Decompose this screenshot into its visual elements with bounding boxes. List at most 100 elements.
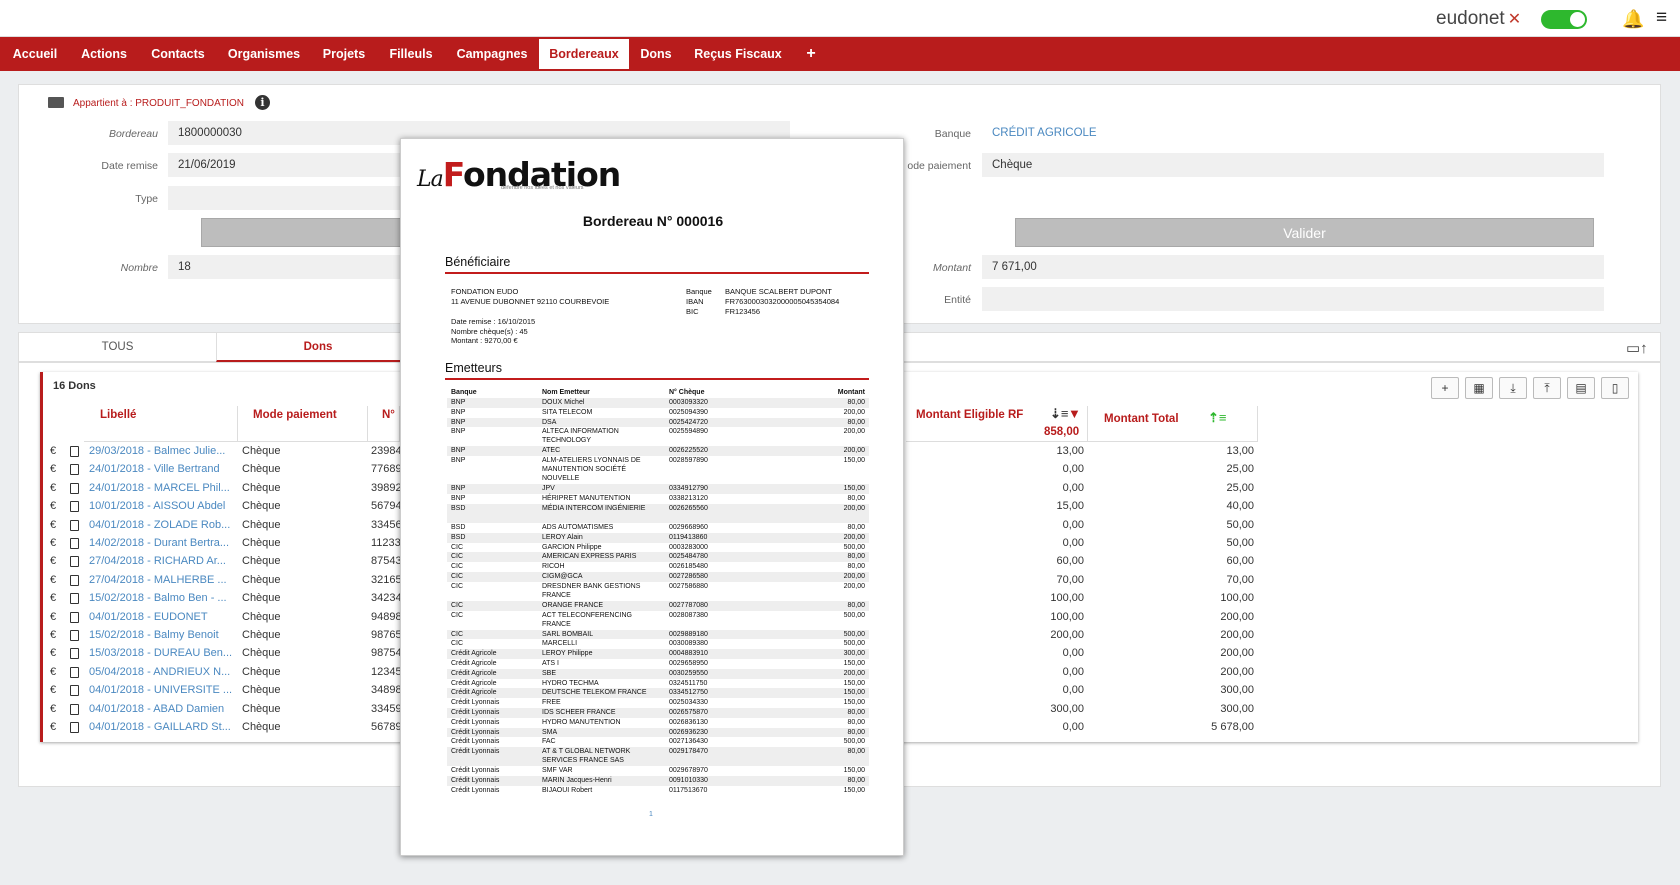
don-link[interactable]: 14/02/2018 - Durant Bertra... [89, 537, 230, 549]
col-libelle[interactable]: Libellé [84, 406, 238, 442]
numero-cell: 33459 [371, 702, 401, 715]
file-icon[interactable] [70, 519, 79, 531]
nav-campagnes[interactable]: Campagnes [456, 47, 528, 61]
table-row[interactable]: €04/01/2018 - UNIVERSITE ... Chèque 34898 0… [0, 682, 1680, 700]
don-link[interactable]: 29/03/2018 - Balmec Julie... [89, 445, 226, 457]
col-montant-eligible[interactable]: Montant Eligible RF [906, 406, 1088, 442]
nav-filleuls[interactable]: Filleuls [389, 47, 433, 61]
entite-field[interactable] [982, 287, 1604, 311]
info-icon[interactable]: i [255, 95, 270, 110]
valider-button[interactable]: Valider [1015, 218, 1594, 247]
filter-icon[interactable]: ▼ [1068, 406, 1081, 421]
don-link[interactable]: 04/01/2018 - UNIVERSITE ... [89, 684, 233, 697]
nav-add-button[interactable]: + [806, 45, 816, 62]
table-row[interactable]: €04/01/2018 - ZOLADE Rob... Chèque 33456 0,… [0, 517, 1680, 535]
menu-icon[interactable]: ≡ [1656, 7, 1668, 28]
don-link[interactable]: 05/04/2018 - ANDRIEUX N... [89, 665, 231, 678]
montant-field[interactable]: 7 671,00 [982, 255, 1604, 279]
add-icon[interactable]: + [1431, 377, 1459, 399]
export-icon[interactable]: ▤ [1567, 377, 1595, 399]
file-icon[interactable] [70, 538, 79, 549]
file-icon[interactable] [70, 666, 79, 678]
table-row[interactable]: €15/02/2018 - Balmy Benoit Chèque 98765 200… [0, 627, 1680, 645]
tab-dons[interactable]: Dons [216, 332, 420, 362]
col-mode-paiement[interactable]: Mode paiement [238, 406, 368, 442]
don-link[interactable]: 15/02/2018 - Balmo Ben - ... [89, 592, 227, 605]
file-icon[interactable] [70, 501, 79, 513]
sort-icon[interactable]: ⇣≡ [1050, 406, 1069, 421]
euro-icon: € [50, 684, 57, 697]
nombre-field[interactable]: 18 [168, 255, 408, 279]
table-row[interactable]: €04/01/2018 - ABAD Damien Chèque 33459 300,… [0, 701, 1680, 719]
document-icon[interactable]: ▯ [1601, 377, 1629, 399]
don-link[interactable]: 04/01/2018 - ZOLADE Rob... [89, 518, 231, 531]
date-remise-field[interactable]: 21/06/2019 [168, 153, 408, 177]
don-link[interactable]: 04/01/2018 - EUDONET [89, 610, 208, 623]
nav-actions[interactable]: Actions [81, 47, 127, 61]
col-numero[interactable]: N° [368, 406, 400, 442]
nav-contacts[interactable]: Contacts [151, 47, 205, 61]
euro-icon: € [50, 721, 57, 733]
upload-icon[interactable]: ⤒ [1533, 377, 1561, 399]
file-icon[interactable] [70, 593, 79, 605]
montant-label: Montant [933, 262, 971, 274]
table-row[interactable]: €29/03/2018 - Balmec Julie... Chèque 23984… [0, 443, 1680, 461]
sort-total-icon[interactable]: ⇡≡ [1208, 410, 1227, 425]
table-row[interactable]: €27/04/2018 - RICHARD Ar... Chèque 87543 60… [0, 553, 1680, 571]
nav-bordereaux[interactable]: Bordereaux [539, 39, 629, 69]
file-icon[interactable] [70, 722, 79, 733]
mode-paiement-field[interactable]: Chèque [982, 153, 1604, 177]
don-link[interactable]: 15/02/2018 - Balmy Benoit [89, 629, 219, 641]
type-field[interactable] [168, 186, 408, 210]
table-row[interactable]: €24/01/2018 - Ville Bertrand Chèque 77689 0… [0, 461, 1680, 479]
display-mode-icon[interactable]: ▭↑ [1626, 340, 1648, 357]
don-link[interactable]: 27/04/2018 - MALHERBE ... [89, 573, 227, 586]
don-link[interactable]: 15/03/2018 - DUREAU Ben... [89, 647, 233, 660]
date-remise-label: Date remise [101, 160, 158, 172]
total-cell: 300,00 [1220, 684, 1254, 697]
grey-action-button[interactable] [201, 218, 411, 247]
bell-icon[interactable]: 🔔 [1622, 9, 1645, 29]
file-icon[interactable] [70, 446, 79, 457]
emetteur-row: Crédit Lyonnais SMA 0026936230 80,00 [447, 727, 869, 738]
table-row[interactable]: €15/02/2018 - Balmo Ben - ... Chèque 34234… [0, 590, 1680, 608]
file-icon[interactable] [70, 482, 79, 494]
file-icon[interactable] [70, 685, 79, 697]
table-row[interactable]: €04/01/2018 - GAILLARD St... Chèque 56789 0… [0, 719, 1680, 737]
table-row[interactable]: €14/02/2018 - Durant Bertra... Chèque 1123… [0, 535, 1680, 553]
table-row[interactable]: €05/04/2018 - ANDRIEUX N... Chèque 12345 0,… [0, 664, 1680, 682]
download-icon[interactable]: ⤓ [1499, 377, 1527, 399]
file-icon[interactable] [70, 648, 79, 660]
calculator-icon[interactable]: ▦ [1465, 377, 1493, 399]
table-row[interactable]: €10/01/2018 - AISSOU Abdel Chèque 56794 15,… [0, 498, 1680, 516]
don-link[interactable]: 04/01/2018 - GAILLARD St... [89, 721, 231, 733]
banque-link[interactable]: CRÉDIT AGRICOLE [992, 127, 1097, 139]
don-link[interactable]: 10/01/2018 - AISSOU Abdel [89, 500, 226, 513]
nav-projets[interactable]: Projets [322, 47, 366, 61]
table-row[interactable]: €15/03/2018 - DUREAU Ben... Chèque 98754 0,… [0, 645, 1680, 663]
don-link[interactable]: 24/01/2018 - Ville Bertrand [89, 463, 220, 476]
belongs-to-link[interactable]: Appartient à : PRODUIT_FONDATION [73, 98, 244, 109]
nav-dons[interactable]: Dons [640, 47, 672, 61]
file-icon[interactable] [70, 630, 79, 641]
table-row[interactable]: €04/01/2018 - EUDONET Chèque 94898 100,00 20… [0, 609, 1680, 627]
don-link[interactable]: 27/04/2018 - RICHARD Ar... [89, 555, 226, 568]
file-icon[interactable] [70, 703, 79, 715]
don-link[interactable]: 24/01/2018 - MARCEL Phil... [89, 481, 230, 494]
nav-recus-fiscaux[interactable]: Reçus Fiscaux [694, 47, 782, 61]
file-icon[interactable] [70, 574, 79, 586]
don-link[interactable]: 04/01/2018 - ABAD Damien [89, 702, 225, 715]
nav-organismes[interactable]: Organismes [227, 47, 301, 61]
tab-tous[interactable]: TOUS [101, 341, 134, 353]
col-montant-total[interactable]: Montant Total [1088, 406, 1258, 442]
banque-label: Banque [934, 128, 971, 140]
file-icon[interactable] [70, 611, 79, 623]
table-row[interactable]: €24/01/2018 - MARCEL Phil... Chèque 39892 0… [0, 480, 1680, 498]
iban-value: FR7630003032000005045354084 [725, 297, 840, 306]
nav-accueil[interactable]: Accueil [12, 47, 58, 61]
file-icon[interactable] [70, 556, 79, 568]
mode-toggle[interactable] [1541, 10, 1587, 29]
table-row[interactable]: €27/04/2018 - MALHERBE ... Chèque 32165 70,… [0, 572, 1680, 590]
bank-key: Banque [686, 287, 712, 296]
file-icon[interactable] [70, 464, 79, 476]
